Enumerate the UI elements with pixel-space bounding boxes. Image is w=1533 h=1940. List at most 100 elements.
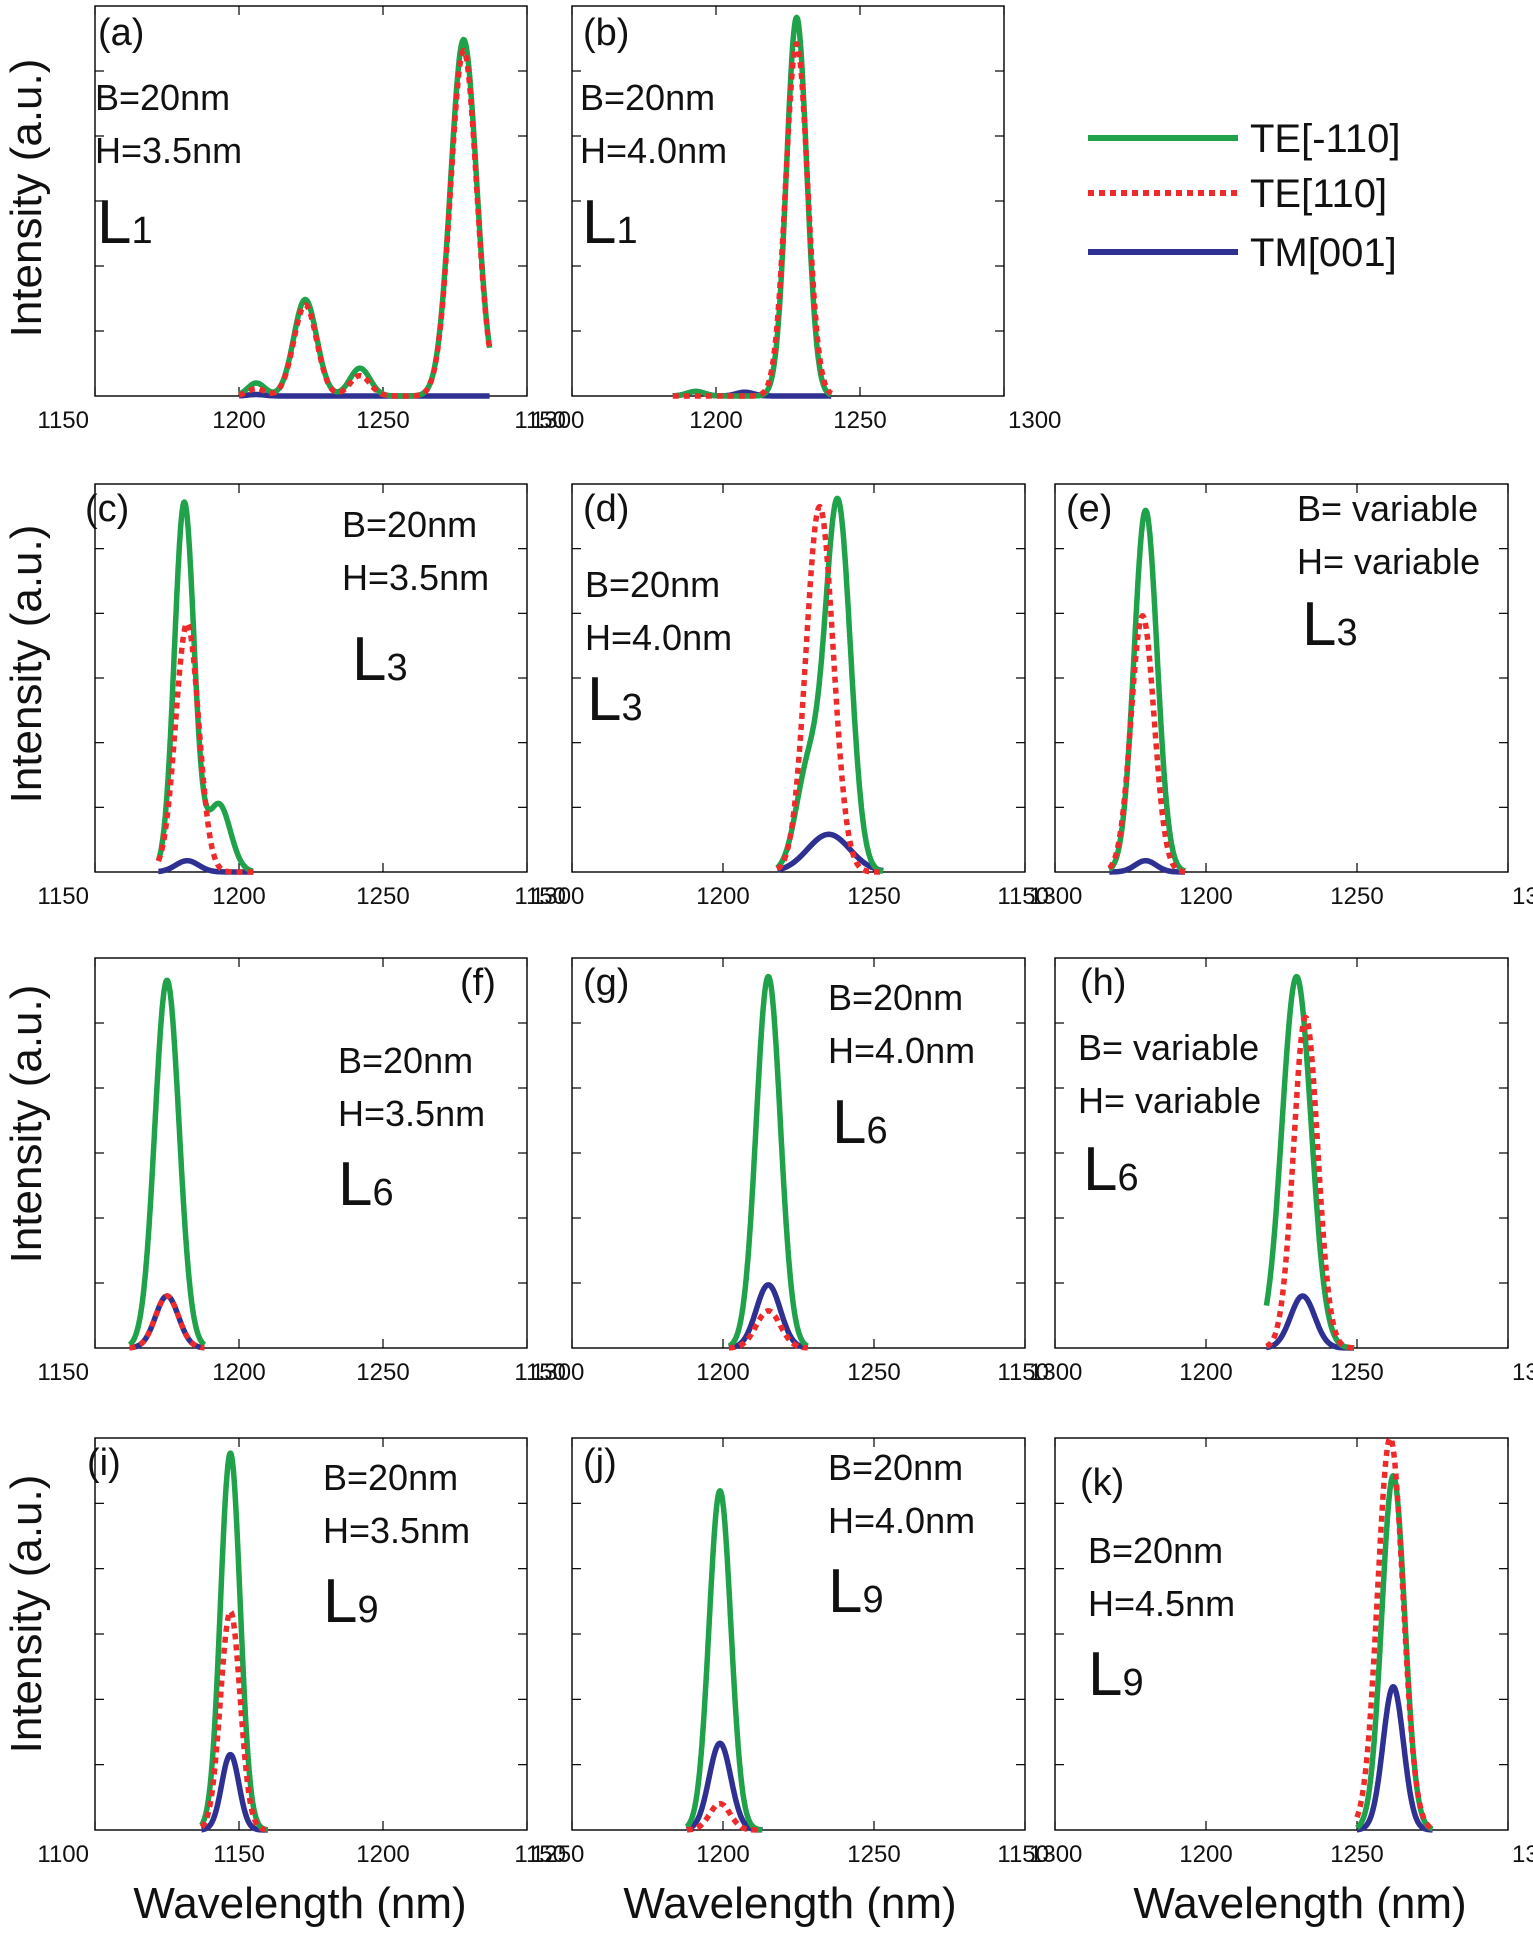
legend-label-te-110: TE[-110] xyxy=(1250,117,1400,161)
level-subscript: 1 xyxy=(131,210,152,252)
series-tm001-line xyxy=(775,831,886,874)
y-axis-label-row3: Intensity (a.u.) xyxy=(2,985,51,1264)
panel-param: B=20nm xyxy=(95,77,230,118)
level-subscript: 3 xyxy=(1336,612,1357,654)
x-tick-label: 1300 xyxy=(531,883,584,910)
series-te110-line xyxy=(684,1488,765,1833)
series-te110-line xyxy=(1354,1472,1435,1832)
level-subscript: 9 xyxy=(862,1579,883,1621)
panel-label: (j) xyxy=(583,1442,617,1484)
panel-b: 1150 1200 1250 1300 (b) B=20nm H=4.0nm L1 xyxy=(514,5,1061,434)
series-te110-line xyxy=(199,1608,271,1833)
x-tick-label: 1300 xyxy=(1029,1841,1082,1868)
legend-label-te110: TE[110] xyxy=(1250,172,1387,216)
axes-frame xyxy=(94,1437,528,1831)
panel-param: B= variable xyxy=(1078,1027,1259,1068)
panel-k: 1150 1200 1250 1300 (k) B=20nm H=4.5nm L9 xyxy=(997,1435,1533,1868)
x-axis-label-col1: Wavelength (nm) xyxy=(133,1879,466,1928)
panel-param: H=4.5nm xyxy=(1088,1583,1235,1624)
panel-label: (e) xyxy=(1066,488,1112,530)
level-subscript: 6 xyxy=(1117,1157,1138,1199)
x-tick-label: 1250 xyxy=(356,1359,409,1386)
panel-label: (i) xyxy=(87,1442,121,1484)
x-tick-label: 1300 xyxy=(1512,883,1533,910)
panel-label: (d) xyxy=(583,488,629,530)
x-tick-label: 1150 xyxy=(37,1359,89,1386)
panel-i: 1100 1150 1200 1250 (i) B=20nm H=3.5nm L9 xyxy=(37,1437,584,1868)
panel-e: 1150 1200 1250 1300 (e) B= variable H= variabl… xyxy=(997,483,1533,910)
series-tm001-line xyxy=(1354,1684,1435,1833)
panel-param: H=4.0nm xyxy=(585,617,732,658)
level-label: L6 xyxy=(338,1150,394,1219)
x-tick-label: 1200 xyxy=(696,883,749,910)
panel-f: 1150 1200 1250 1300 (f) B=20nm H=3.5nm L6 xyxy=(37,957,584,1386)
level-label: L9 xyxy=(828,1557,884,1626)
level-subscript: 3 xyxy=(386,647,407,689)
x-tick-label: 1300 xyxy=(1029,1359,1082,1386)
x-tick-label: 1200 xyxy=(356,1841,409,1868)
panel-param: H=3.5nm xyxy=(323,1510,470,1551)
series-te110-line xyxy=(775,503,886,875)
panel-label: (a) xyxy=(98,12,144,54)
x-tick-label: 1300 xyxy=(1512,1841,1533,1868)
legend: TE[-110] TE[110] TM[001] xyxy=(1088,117,1400,275)
x-axis-label-col3: Wavelength (nm) xyxy=(1133,1879,1466,1928)
x-tick-label: 1250 xyxy=(847,1841,900,1868)
level-label: L6 xyxy=(832,1088,888,1157)
x-tick-label: 1150 xyxy=(37,407,89,434)
level-label: L3 xyxy=(587,665,643,734)
panel-param: B=20nm xyxy=(585,564,720,605)
x-tick-label: 1150 xyxy=(514,407,566,434)
level-label: L9 xyxy=(323,1567,379,1636)
y-axis-label-row1: Intensity (a.u.) xyxy=(2,59,51,338)
panel-j: 1150 1200 1250 1300 (j) B=20nm H=4.0nm L9 xyxy=(514,1437,1082,1868)
x-tick-label: 1300 xyxy=(1512,1359,1533,1386)
level-label: L3 xyxy=(1302,590,1358,659)
y-axis-label-row2: Intensity (a.u.) xyxy=(2,525,51,804)
series-te110-line xyxy=(237,36,493,399)
panel-param: B=20nm xyxy=(342,504,477,545)
x-tick-label: 1150 xyxy=(213,1841,265,1868)
series-te110-line xyxy=(237,47,493,399)
x-tick-label: 1250 xyxy=(1330,1841,1383,1868)
x-tick-label: 1250 xyxy=(847,1359,900,1386)
axes-frame xyxy=(571,1437,1026,1831)
panel-param: H=4.0nm xyxy=(580,130,727,171)
series-te110-line xyxy=(684,1800,765,1833)
level-subscript: 1 xyxy=(616,210,637,252)
series-te110-line xyxy=(1106,613,1188,875)
x-tick-label: 1250 xyxy=(356,407,409,434)
x-tick-label: 1250 xyxy=(1330,883,1383,910)
x-tick-label: 1150 xyxy=(997,883,1049,910)
series-te110-line xyxy=(726,973,810,1349)
panel-label: (f) xyxy=(460,962,496,1004)
x-tick-label: 1200 xyxy=(696,1841,749,1868)
axes-frame xyxy=(571,483,1026,873)
x-axis-label-col2: Wavelength (nm) xyxy=(623,1879,956,1928)
x-tick-label: 1300 xyxy=(531,1359,584,1386)
series-te110-line xyxy=(155,620,256,875)
panel-d: 1150 1200 1250 1300 (d) B=20nm H=4.0nm L3 xyxy=(514,483,1082,910)
x-tick-label: 1300 xyxy=(1029,883,1082,910)
series-te110-line xyxy=(670,41,834,399)
x-tick-label: 1150 xyxy=(514,1841,566,1868)
y-axis-labels: Intensity (a.u.) Intensity (a.u.) Intens… xyxy=(2,59,51,1754)
series-tm001-line xyxy=(1264,1293,1357,1351)
series-te110-line xyxy=(127,977,207,1348)
series-tm001-line xyxy=(684,1740,765,1833)
x-tick-label: 1200 xyxy=(689,407,742,434)
x-tick-label: 1250 xyxy=(833,407,886,434)
x-tick-label: 1150 xyxy=(514,1359,566,1386)
panel-a: 1150 1200 1250 1300 (a) B=20nm H=3.5nm L1 xyxy=(37,5,584,434)
x-tick-label: 1150 xyxy=(514,883,566,910)
x-tick-label: 1150 xyxy=(997,1359,1049,1386)
axes-frame xyxy=(571,5,1005,397)
level-label: L1 xyxy=(582,188,638,257)
panel-c: 1150 1200 1250 1300 (c) B=20nm H=3.5nm L3 xyxy=(37,483,584,910)
panel-param: H=3.5nm xyxy=(95,130,242,171)
panel-param: B=20nm xyxy=(323,1457,458,1498)
x-tick-label: 1250 xyxy=(531,1841,584,1868)
level-label: L1 xyxy=(97,188,153,257)
level-subscript: 9 xyxy=(357,1589,378,1631)
panel-param: H= variable xyxy=(1297,541,1480,582)
